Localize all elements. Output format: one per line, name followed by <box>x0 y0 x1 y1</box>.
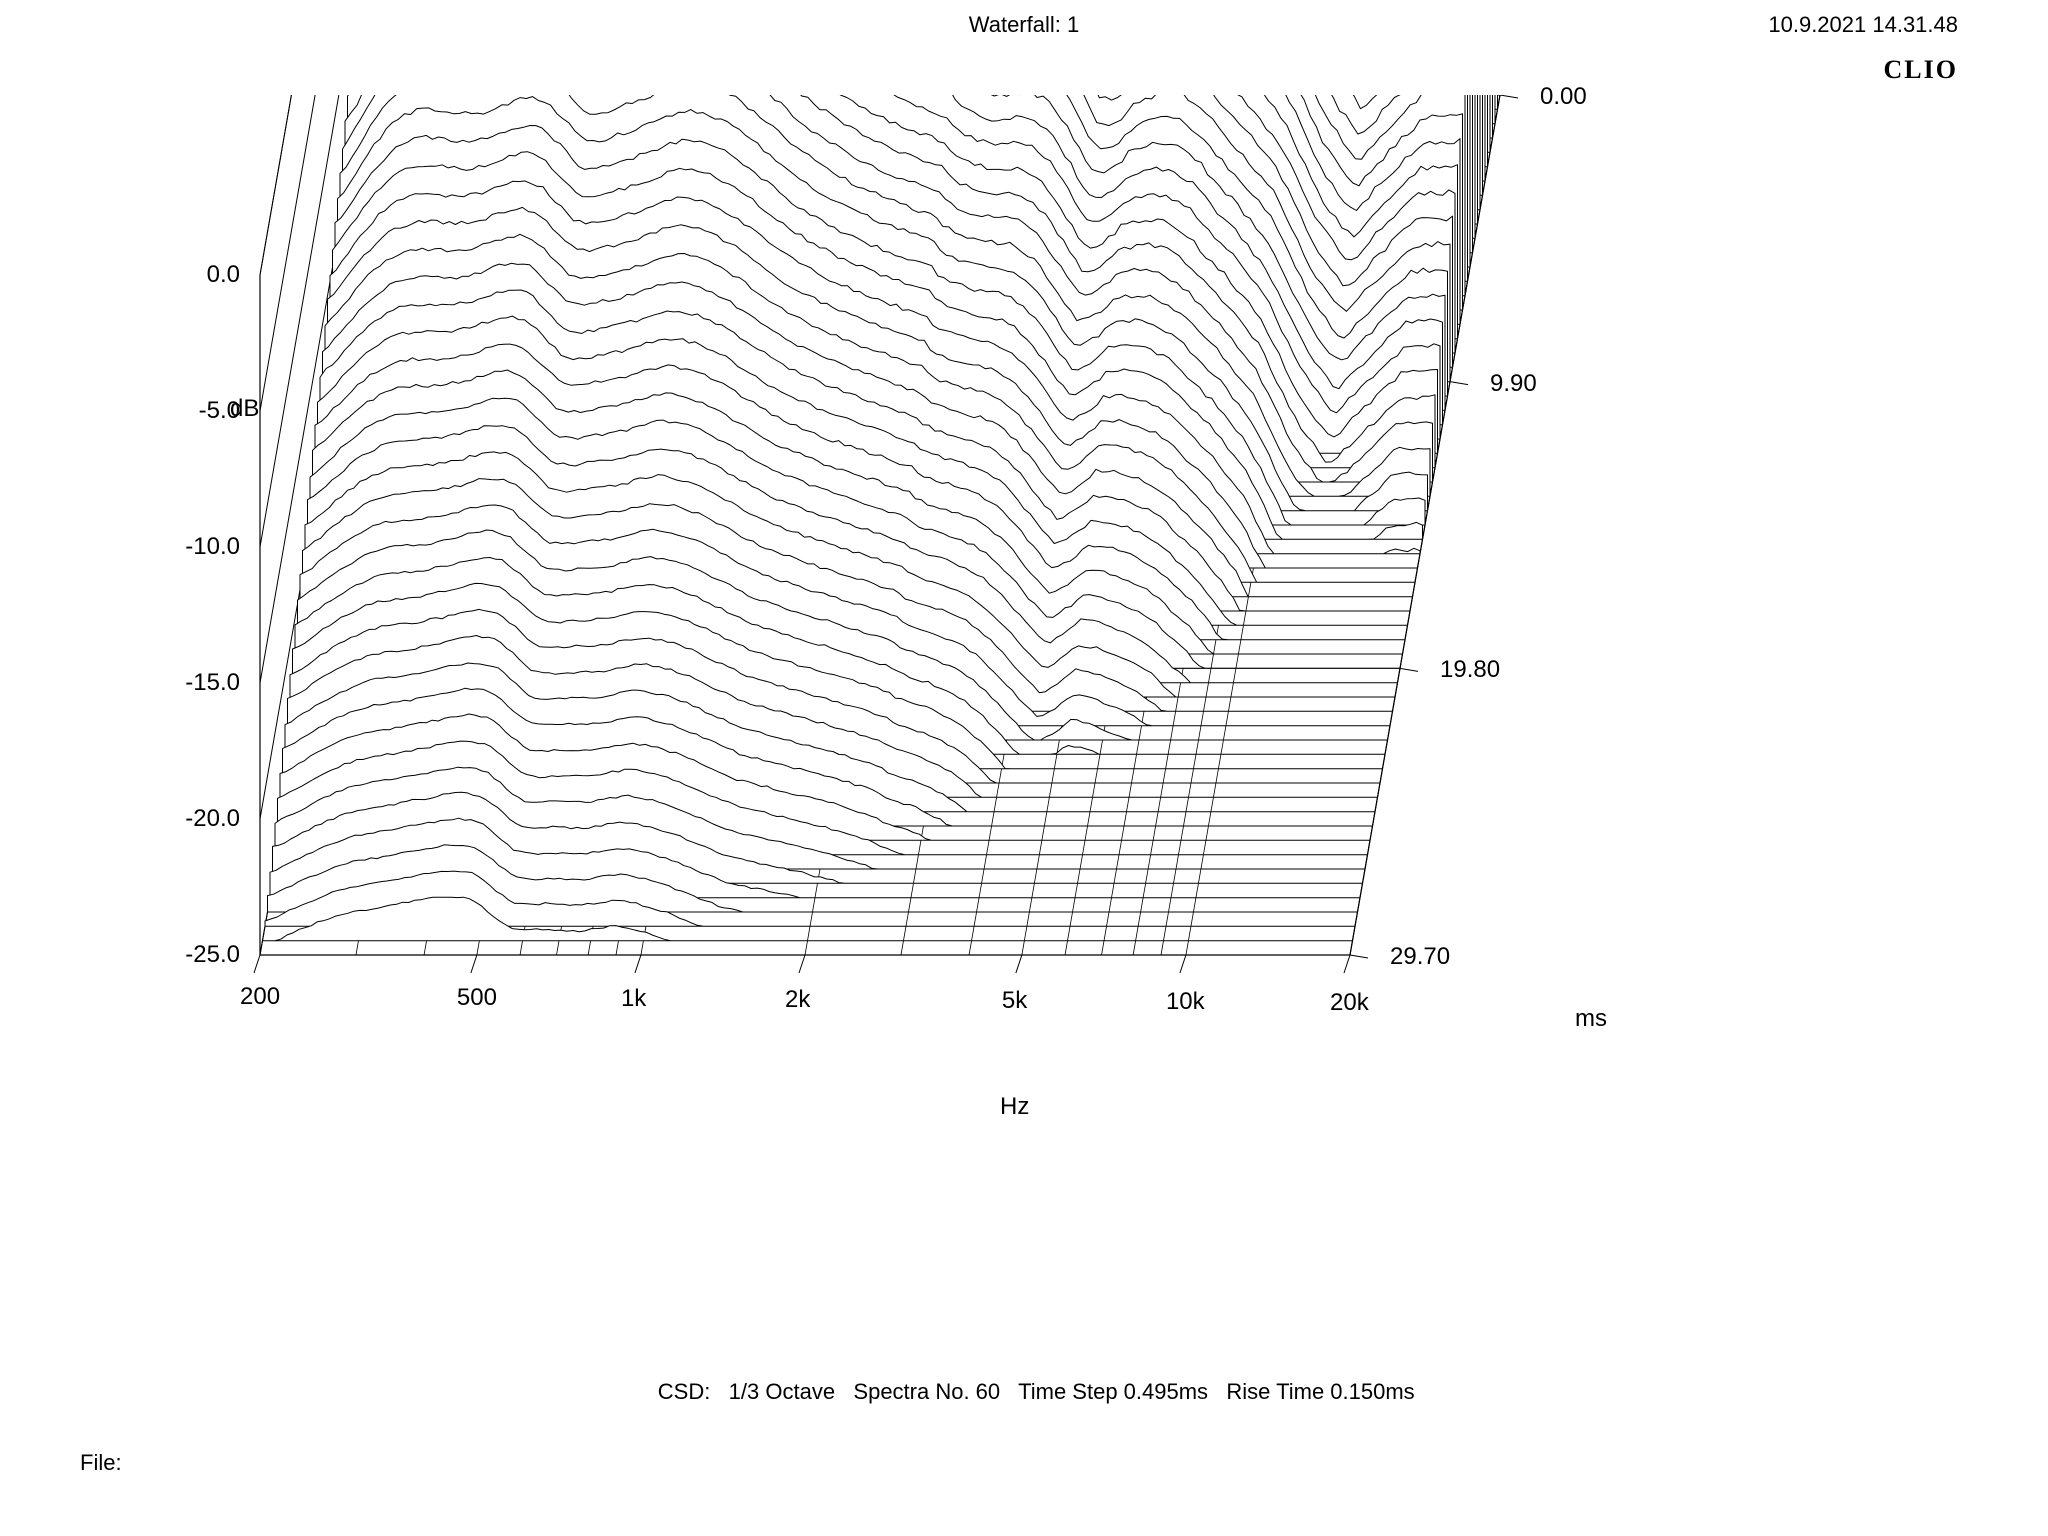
file-label: File: <box>80 1450 122 1476</box>
csd-label: CSD: <box>658 1379 711 1404</box>
waterfall-plot <box>180 95 1700 1145</box>
plot-title: Waterfall: 1 <box>969 12 1079 38</box>
csd-spectra: Spectra No. 60 <box>853 1379 1000 1404</box>
csd-timestep: Time Step 0.495ms <box>1018 1379 1208 1404</box>
page-root: Waterfall: 1 10.9.2021 14.31.48 CLIO 0.0… <box>0 0 2048 1536</box>
csd-risetime: Rise Time 0.150ms <box>1226 1379 1414 1404</box>
brand-logo: CLIO <box>1884 55 1958 85</box>
csd-smoothing: 1/3 Octave <box>729 1379 835 1404</box>
timestamp: 10.9.2021 14.31.48 <box>1768 12 1958 38</box>
footer-info: CSD: 1/3 Octave Spectra No. 60 Time Step… <box>633 1353 1414 1431</box>
